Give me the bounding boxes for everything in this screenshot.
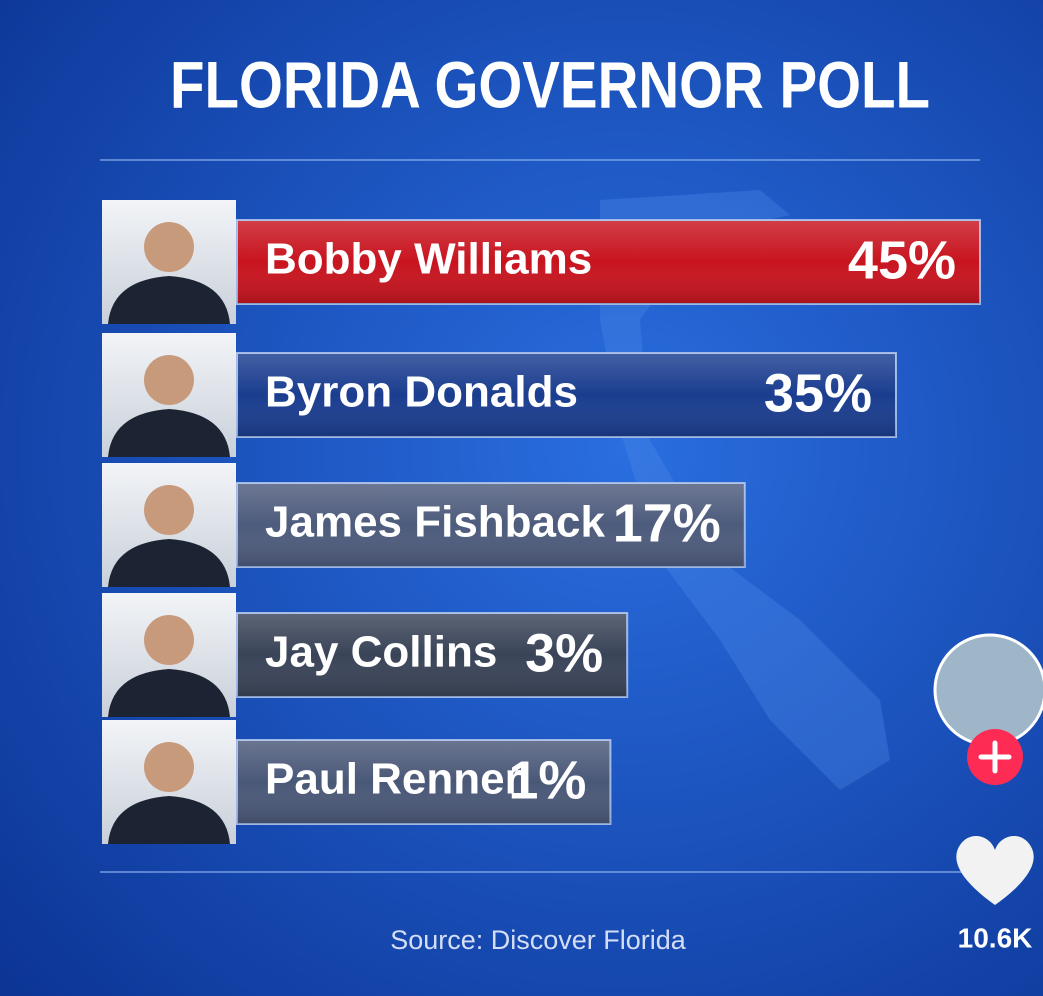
value-label: 35% (764, 363, 872, 423)
photo-head (144, 615, 194, 665)
bar-sheen (237, 353, 896, 437)
bar-sheen (237, 483, 745, 567)
photo-head (144, 222, 194, 272)
value-label: 17% (613, 493, 721, 553)
candidate-name: Byron Donalds (265, 368, 578, 417)
value-label: 1% (508, 750, 586, 810)
photo-suit (108, 796, 230, 844)
value-label: 3% (525, 623, 603, 683)
photo-suit (108, 276, 230, 324)
photo-head (144, 742, 194, 792)
bar-sheen (237, 740, 611, 824)
photo-suit (108, 669, 230, 717)
photo-suit (108, 539, 230, 587)
candidate-name: Bobby Williams (265, 235, 592, 284)
plus-icon (978, 740, 1012, 774)
photo-head (144, 355, 194, 405)
photo-head (144, 485, 194, 535)
candidate-name: Jay Collins (265, 628, 497, 677)
candidate-name: James Fishback (265, 498, 605, 547)
value-label: 45% (848, 230, 956, 290)
like-count: 10.6K (958, 922, 1033, 953)
photo-suit (108, 409, 230, 457)
florida-map (600, 190, 890, 790)
candidate-name: Paul Renner (265, 755, 522, 804)
chart-title: FLORIDA GOVERNOR POLL (170, 47, 930, 121)
creator-avatar[interactable] (933, 633, 1043, 747)
bars: Bobby Williams 45% Byron Donalds 35% James F… (102, 200, 981, 844)
bar-sheen (237, 613, 628, 697)
source-note: Source: Discover Florida (390, 925, 687, 955)
bar-sheen (237, 220, 980, 304)
like-button[interactable] (956, 835, 1034, 905)
